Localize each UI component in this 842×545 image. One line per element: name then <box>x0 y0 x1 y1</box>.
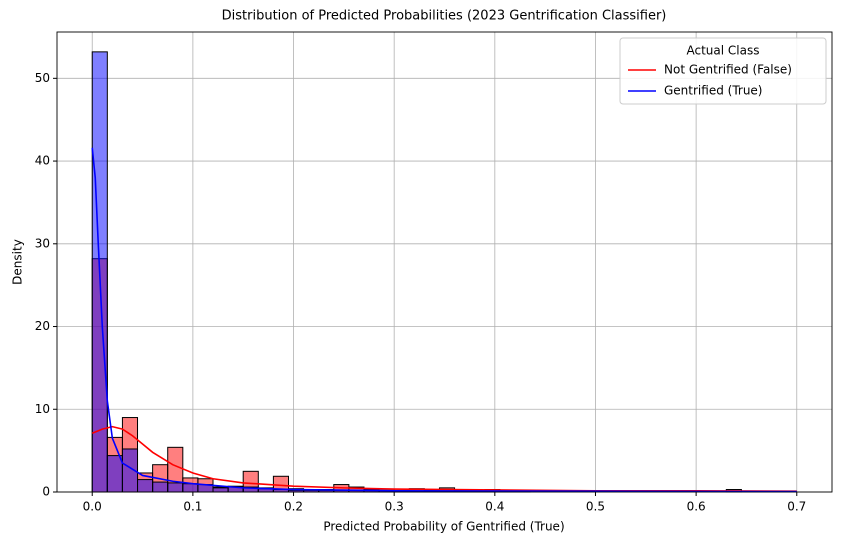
x-tick-label: 0.6 <box>687 500 706 514</box>
x-tick-label: 0.2 <box>284 500 303 514</box>
x-tick-label: 0.7 <box>787 500 806 514</box>
histogram-bar <box>182 483 199 493</box>
y-tick-label: 0 <box>42 485 50 499</box>
chart-title: Distribution of Predicted Probabilities … <box>222 9 667 24</box>
y-tick-label: 20 <box>35 319 50 333</box>
y-tick-label: 50 <box>35 71 50 85</box>
x-tick-label: 0.3 <box>385 500 404 514</box>
x-tick-label: 0.0 <box>83 500 102 514</box>
legend-label: Gentrified (True) <box>664 84 762 98</box>
histogram-bar <box>212 487 229 493</box>
histogram-bar <box>106 455 123 493</box>
y-tick-label: 40 <box>35 154 50 168</box>
y-tick-label: 10 <box>35 402 50 416</box>
legend-title: Actual Class <box>687 44 760 58</box>
plot-frame <box>56 31 833 493</box>
histogram-bar <box>167 482 184 493</box>
x-tick-label: 0.4 <box>485 500 504 514</box>
x-tick-label: 0.5 <box>586 500 605 514</box>
histogram-bar <box>152 481 169 493</box>
histogram-bar <box>137 479 154 493</box>
kde-line <box>91 425 797 492</box>
legend-box <box>619 37 827 105</box>
legend-label: Not Gentrified (False) <box>664 63 792 77</box>
y-tick-label: 30 <box>35 236 50 250</box>
y-axis-label: Density <box>11 239 25 285</box>
x-axis-label: Predicted Probability of Gentrified (Tru… <box>323 520 564 534</box>
kde-line <box>91 147 797 493</box>
x-tick-label: 0.1 <box>183 500 202 514</box>
